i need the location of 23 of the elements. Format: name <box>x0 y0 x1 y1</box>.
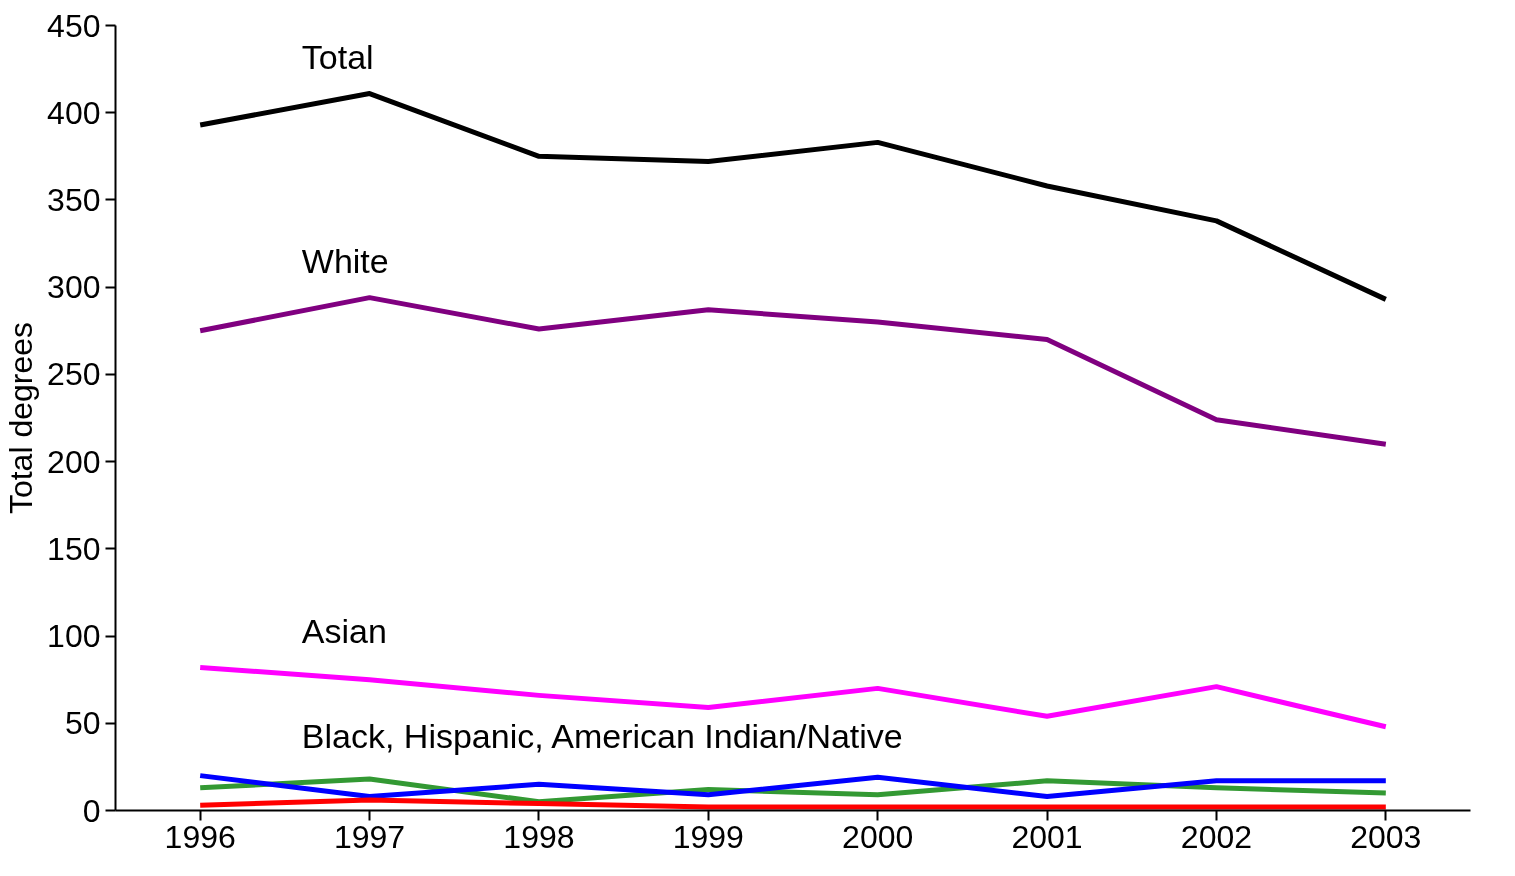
y-axis-title: Total degrees <box>3 321 40 515</box>
y-tick-label: 150 <box>47 530 101 567</box>
y-tick-label: 250 <box>47 356 101 393</box>
x-tick-label: 1996 <box>164 818 236 855</box>
x-tick-label: 1998 <box>503 818 575 855</box>
series-label: Asian <box>301 612 387 651</box>
y-tick-label: 50 <box>64 705 101 742</box>
annotation: Black, Hispanic, American Indian/Native <box>301 716 903 755</box>
y-tick-label: 100 <box>47 618 101 655</box>
y-tick-label: 0 <box>82 792 101 829</box>
y-tick-label: 200 <box>47 443 101 480</box>
y-tick-label: 400 <box>47 94 101 131</box>
x-tick-label: 2002 <box>1180 818 1253 855</box>
x-tick-label: 1999 <box>672 818 744 855</box>
x-tick-label: 1997 <box>333 818 406 855</box>
y-tick-label: 350 <box>47 181 101 218</box>
x-tick-label: 2001 <box>1011 818 1083 855</box>
series-label: Total <box>301 38 374 77</box>
series-label: White <box>301 242 389 281</box>
y-tick-label: 300 <box>47 269 101 306</box>
y-tick-label: 450 <box>47 7 101 44</box>
x-tick-label: 2000 <box>842 818 914 855</box>
x-tick-label: 2003 <box>1350 818 1422 855</box>
